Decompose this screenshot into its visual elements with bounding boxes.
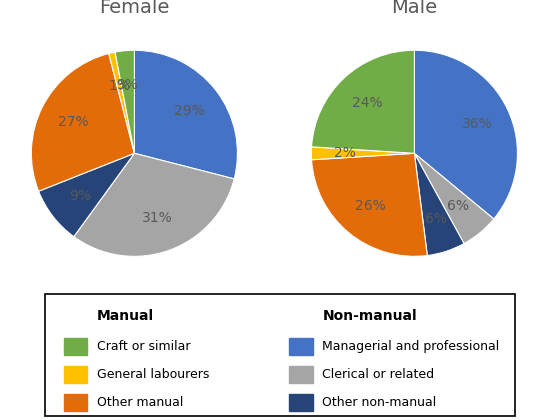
- Text: 1%: 1%: [108, 79, 130, 93]
- Text: 26%: 26%: [355, 200, 386, 213]
- Wedge shape: [414, 153, 494, 244]
- Wedge shape: [39, 153, 134, 236]
- Wedge shape: [311, 50, 414, 153]
- Text: General labourers: General labourers: [96, 368, 209, 381]
- Text: Clerical or related: Clerical or related: [323, 368, 435, 381]
- Wedge shape: [414, 50, 517, 219]
- Text: 36%: 36%: [461, 117, 492, 131]
- Text: 27%: 27%: [58, 115, 88, 129]
- Text: 9%: 9%: [69, 189, 91, 202]
- Text: 29%: 29%: [174, 104, 204, 118]
- Text: Other manual: Other manual: [96, 396, 183, 409]
- Text: Managerial and professional: Managerial and professional: [323, 340, 500, 353]
- Text: Other non-manual: Other non-manual: [323, 396, 437, 409]
- Bar: [64, 366, 87, 383]
- Text: 2%: 2%: [334, 146, 356, 160]
- Bar: [290, 394, 313, 411]
- Bar: [64, 394, 87, 411]
- Title: Male: Male: [391, 0, 437, 17]
- Text: 6%: 6%: [447, 200, 469, 213]
- Wedge shape: [311, 147, 414, 160]
- Wedge shape: [311, 153, 427, 256]
- Wedge shape: [74, 153, 234, 256]
- Wedge shape: [109, 52, 134, 153]
- Text: Manual: Manual: [96, 309, 153, 323]
- Bar: [290, 366, 313, 383]
- Title: Female: Female: [99, 0, 170, 17]
- Text: 3%: 3%: [117, 78, 139, 92]
- Text: 24%: 24%: [352, 96, 382, 110]
- Wedge shape: [31, 53, 134, 191]
- Text: Non-manual: Non-manual: [323, 309, 417, 323]
- Text: 6%: 6%: [424, 212, 447, 226]
- Wedge shape: [414, 153, 464, 255]
- Wedge shape: [134, 50, 237, 179]
- Bar: [290, 338, 313, 355]
- Text: 31%: 31%: [142, 211, 173, 225]
- Text: Craft or similar: Craft or similar: [96, 340, 190, 353]
- Bar: [64, 338, 87, 355]
- Wedge shape: [115, 50, 134, 153]
